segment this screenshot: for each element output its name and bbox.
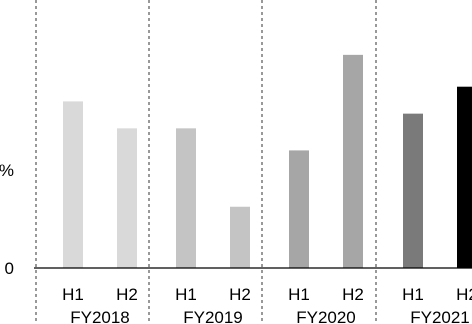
x-tick-label: H1 <box>402 285 424 304</box>
x-tick-label: H2 <box>229 285 251 304</box>
bar-fy2021-h2 <box>457 86 472 268</box>
bar-fy2020-h2 <box>343 54 363 268</box>
group-label: FY2018 <box>70 308 130 324</box>
group-label: FY2019 <box>183 308 243 324</box>
bars <box>63 54 472 269</box>
bar-fy2018-h1 <box>63 101 83 269</box>
bar-fy2020-h1 <box>289 150 309 268</box>
x-tick-label: H2 <box>116 285 138 304</box>
x-tick-label: H2 <box>342 285 364 304</box>
x-tick-label: H1 <box>288 285 310 304</box>
bar-fy2019-h1 <box>176 128 196 268</box>
x-labels: H1 H2 FY2018 H1 H2 FY2019 H1 H2 FY2020 H1 H2 FY2021 <box>62 285 472 324</box>
bar-fy2021-h1 <box>403 113 423 269</box>
y-ticks: 0% <box>0 161 14 278</box>
group-separators <box>35 0 377 324</box>
bar-fy2018-h2 <box>117 128 137 268</box>
y-tick-label: 0 <box>5 259 14 278</box>
x-tick-label: H2 <box>456 285 472 304</box>
x-tick-label: H1 <box>175 285 197 304</box>
y-tick-label: % <box>0 161 14 180</box>
bar-fy2019-h2 <box>230 206 250 268</box>
group-label: FY2021 <box>410 308 470 324</box>
x-tick-label: H1 <box>62 285 84 304</box>
group-label: FY2020 <box>296 308 356 324</box>
